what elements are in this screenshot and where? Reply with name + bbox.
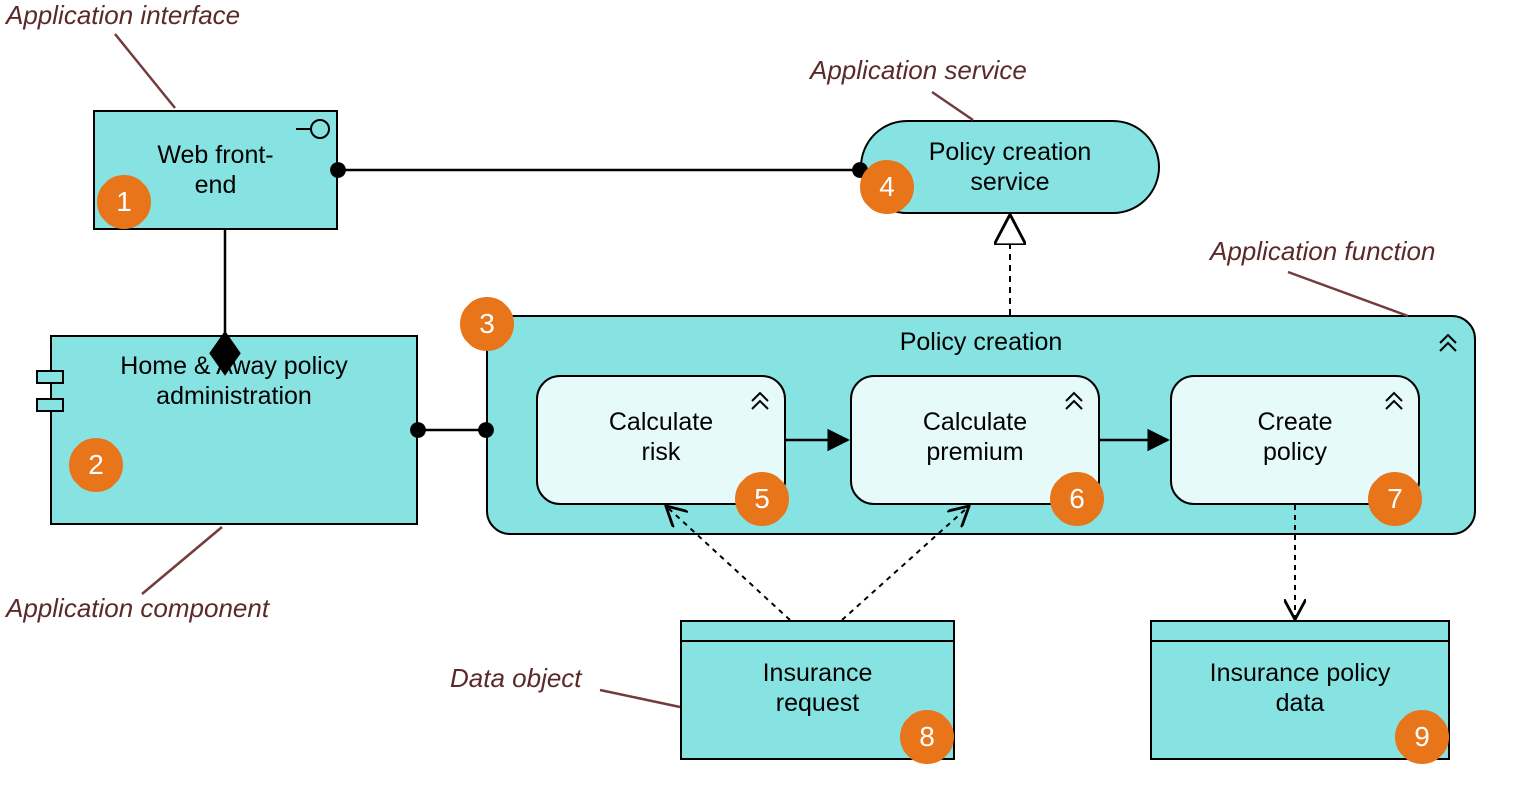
- node-home-away: Home & Away policy administration: [50, 335, 418, 525]
- label-home-away: Home & Away policy administration: [52, 337, 416, 411]
- interface-icon: [296, 118, 330, 140]
- data-header-icon: [1152, 622, 1448, 642]
- label-policy-creation-fn: Policy creation: [488, 327, 1474, 357]
- annot-app-function: Application function: [1210, 236, 1435, 267]
- marker-2: 2: [69, 438, 123, 492]
- chevron-icon: [1382, 387, 1406, 411]
- annot-app-service: Application service: [810, 55, 1027, 86]
- label-policy-creation-svc: Policy creation service: [929, 137, 1092, 197]
- annot-data-object: Data object: [450, 663, 582, 694]
- component-icon: [36, 370, 64, 384]
- marker-1: 1: [97, 175, 151, 229]
- chevron-icon: [1436, 329, 1460, 353]
- chevron-icon: [1062, 387, 1086, 411]
- chevron-icon: [748, 387, 772, 411]
- component-icon: [36, 398, 64, 412]
- annot-app-component: Application component: [6, 593, 269, 624]
- annot-app-interface: Application interface: [6, 0, 240, 31]
- marker-3: 3: [460, 297, 514, 351]
- data-header-icon: [682, 622, 953, 642]
